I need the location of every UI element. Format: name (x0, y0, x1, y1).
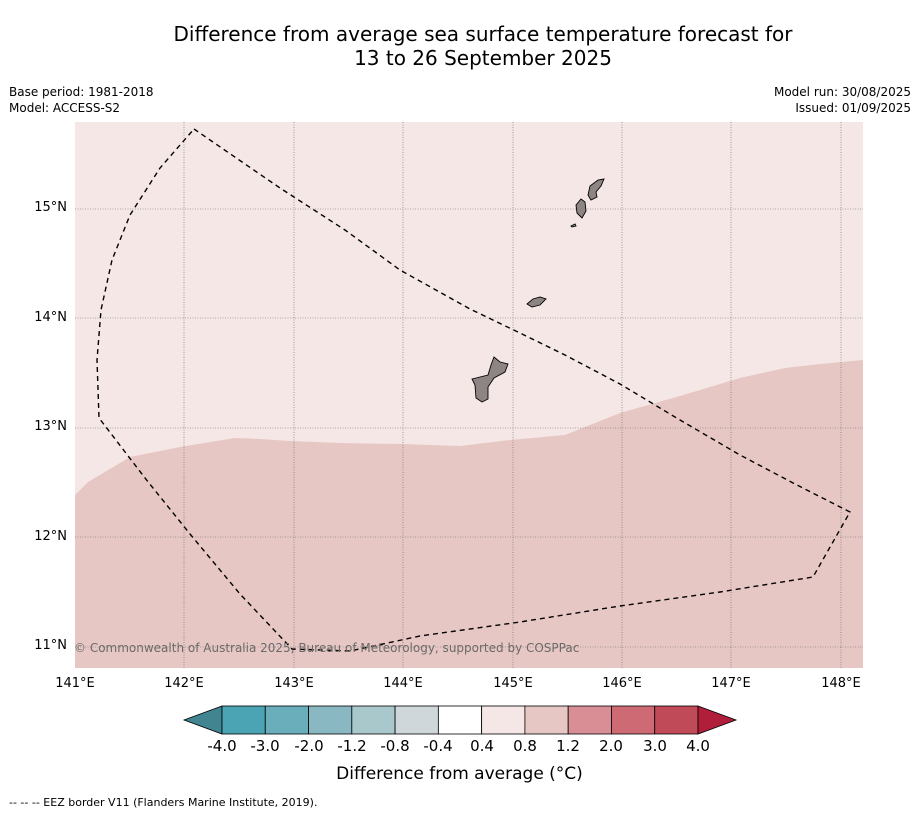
title-line-1: Difference from average sea surface temp… (173, 22, 793, 46)
meta-right: Model run: 30/08/2025 Issued: 01/09/2025 (774, 84, 911, 116)
colorbar-cell (654, 705, 699, 735)
colorbar-low-extension (182, 705, 223, 735)
colorbar-tick: -3.0 (250, 737, 280, 755)
copyright-notice: © Commonwealth of Australia 2025, Bureau… (74, 641, 580, 655)
colorbar-cell (264, 705, 309, 735)
lon-label-145e: 145°E (493, 676, 533, 691)
eez-footnote: -- -- -- EEZ border V11 (Flanders Marine… (9, 796, 318, 809)
colorbar-tick: -4.0 (207, 737, 237, 755)
lat-label-13n: 13°N (34, 419, 67, 434)
title-line-2: 13 to 26 September 2025 (354, 46, 612, 70)
chart-title: Difference from average sea surface temp… (0, 22, 919, 70)
colorbar-cell (308, 705, 353, 735)
colorbar-cell (394, 705, 439, 735)
colorbar-tick: -2.0 (294, 737, 324, 755)
lat-label-14n: 14°N (34, 310, 67, 325)
colorbar-tick: 2.0 (599, 737, 623, 755)
colorbar-cell (611, 705, 656, 735)
colorbar-cell (437, 705, 483, 735)
island-tinian (575, 198, 587, 219)
colorbar-tick: -0.4 (423, 737, 453, 755)
island-aguijan (570, 223, 577, 228)
lon-label-141e: 141°E (55, 676, 95, 691)
lat-label-11n: 11°N (34, 638, 67, 653)
colorbar-tick: 1.2 (556, 737, 580, 755)
colorbar-high-extension (697, 705, 738, 735)
island-rota (526, 296, 547, 308)
lon-label-146e: 146°E (602, 676, 642, 691)
lon-label-148e: 148°E (821, 676, 861, 691)
colorbar-cell (481, 705, 526, 735)
lon-label-144e: 144°E (383, 676, 423, 691)
island-saipan (587, 178, 605, 201)
colorbar-cell (221, 705, 266, 735)
issued-date: Issued: 01/09/2025 (795, 101, 911, 115)
meta-left: Base period: 1981-2018 Model: ACCESS-S2 (9, 84, 154, 116)
colorbar (182, 705, 738, 735)
colorbar-cell (567, 705, 612, 735)
colorbar-tick: -1.2 (337, 737, 367, 755)
colorbar-tick: -0.8 (380, 737, 410, 755)
lat-label-15n: 15°N (34, 200, 67, 215)
colorbar-tick: 0.4 (470, 737, 494, 755)
colorbar-cell (524, 705, 569, 735)
colorbar-tick: 3.0 (643, 737, 667, 755)
lon-label-147e: 147°E (711, 676, 751, 691)
lat-label-12n: 12°N (34, 529, 67, 544)
model-run: Model run: 30/08/2025 (773, 85, 911, 99)
land-masses (471, 178, 605, 403)
lon-label-142e: 142°E (164, 676, 204, 691)
gridlines (75, 122, 863, 668)
island-guam (471, 356, 509, 403)
colorbar-tick: 4.0 (686, 737, 710, 755)
model-name: Model: ACCESS-S2 (9, 101, 121, 115)
colorbar-tick: 0.8 (513, 737, 537, 755)
colorbar-title: Difference from average (°C) (336, 764, 583, 784)
colorbar-cell (351, 705, 396, 735)
anomaly-region-warm (75, 360, 863, 668)
base-period: Base period: 1981-2018 (9, 85, 154, 99)
eez-border (96, 128, 851, 652)
lon-label-143e: 143°E (274, 676, 314, 691)
